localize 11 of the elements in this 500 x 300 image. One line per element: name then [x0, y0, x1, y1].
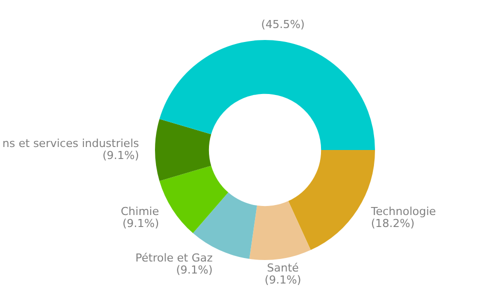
slice-label: ns et services industriels — [2, 136, 140, 150]
slice-label: Santé — [267, 262, 300, 275]
data-label: (9.1%) — [176, 263, 213, 276]
data-label: (9.1%) — [102, 148, 139, 162]
data-label: (18.2%) — [371, 216, 415, 230]
data-label: (9.1%) — [264, 274, 302, 287]
data-label: (9.1%) — [122, 216, 159, 230]
slice-label: Pétrole et Gaz — [135, 251, 213, 264]
slice-label: Chimie — [120, 204, 160, 218]
slice-label: Technologie — [370, 204, 436, 218]
data-label: (45.5%) — [261, 18, 305, 32]
